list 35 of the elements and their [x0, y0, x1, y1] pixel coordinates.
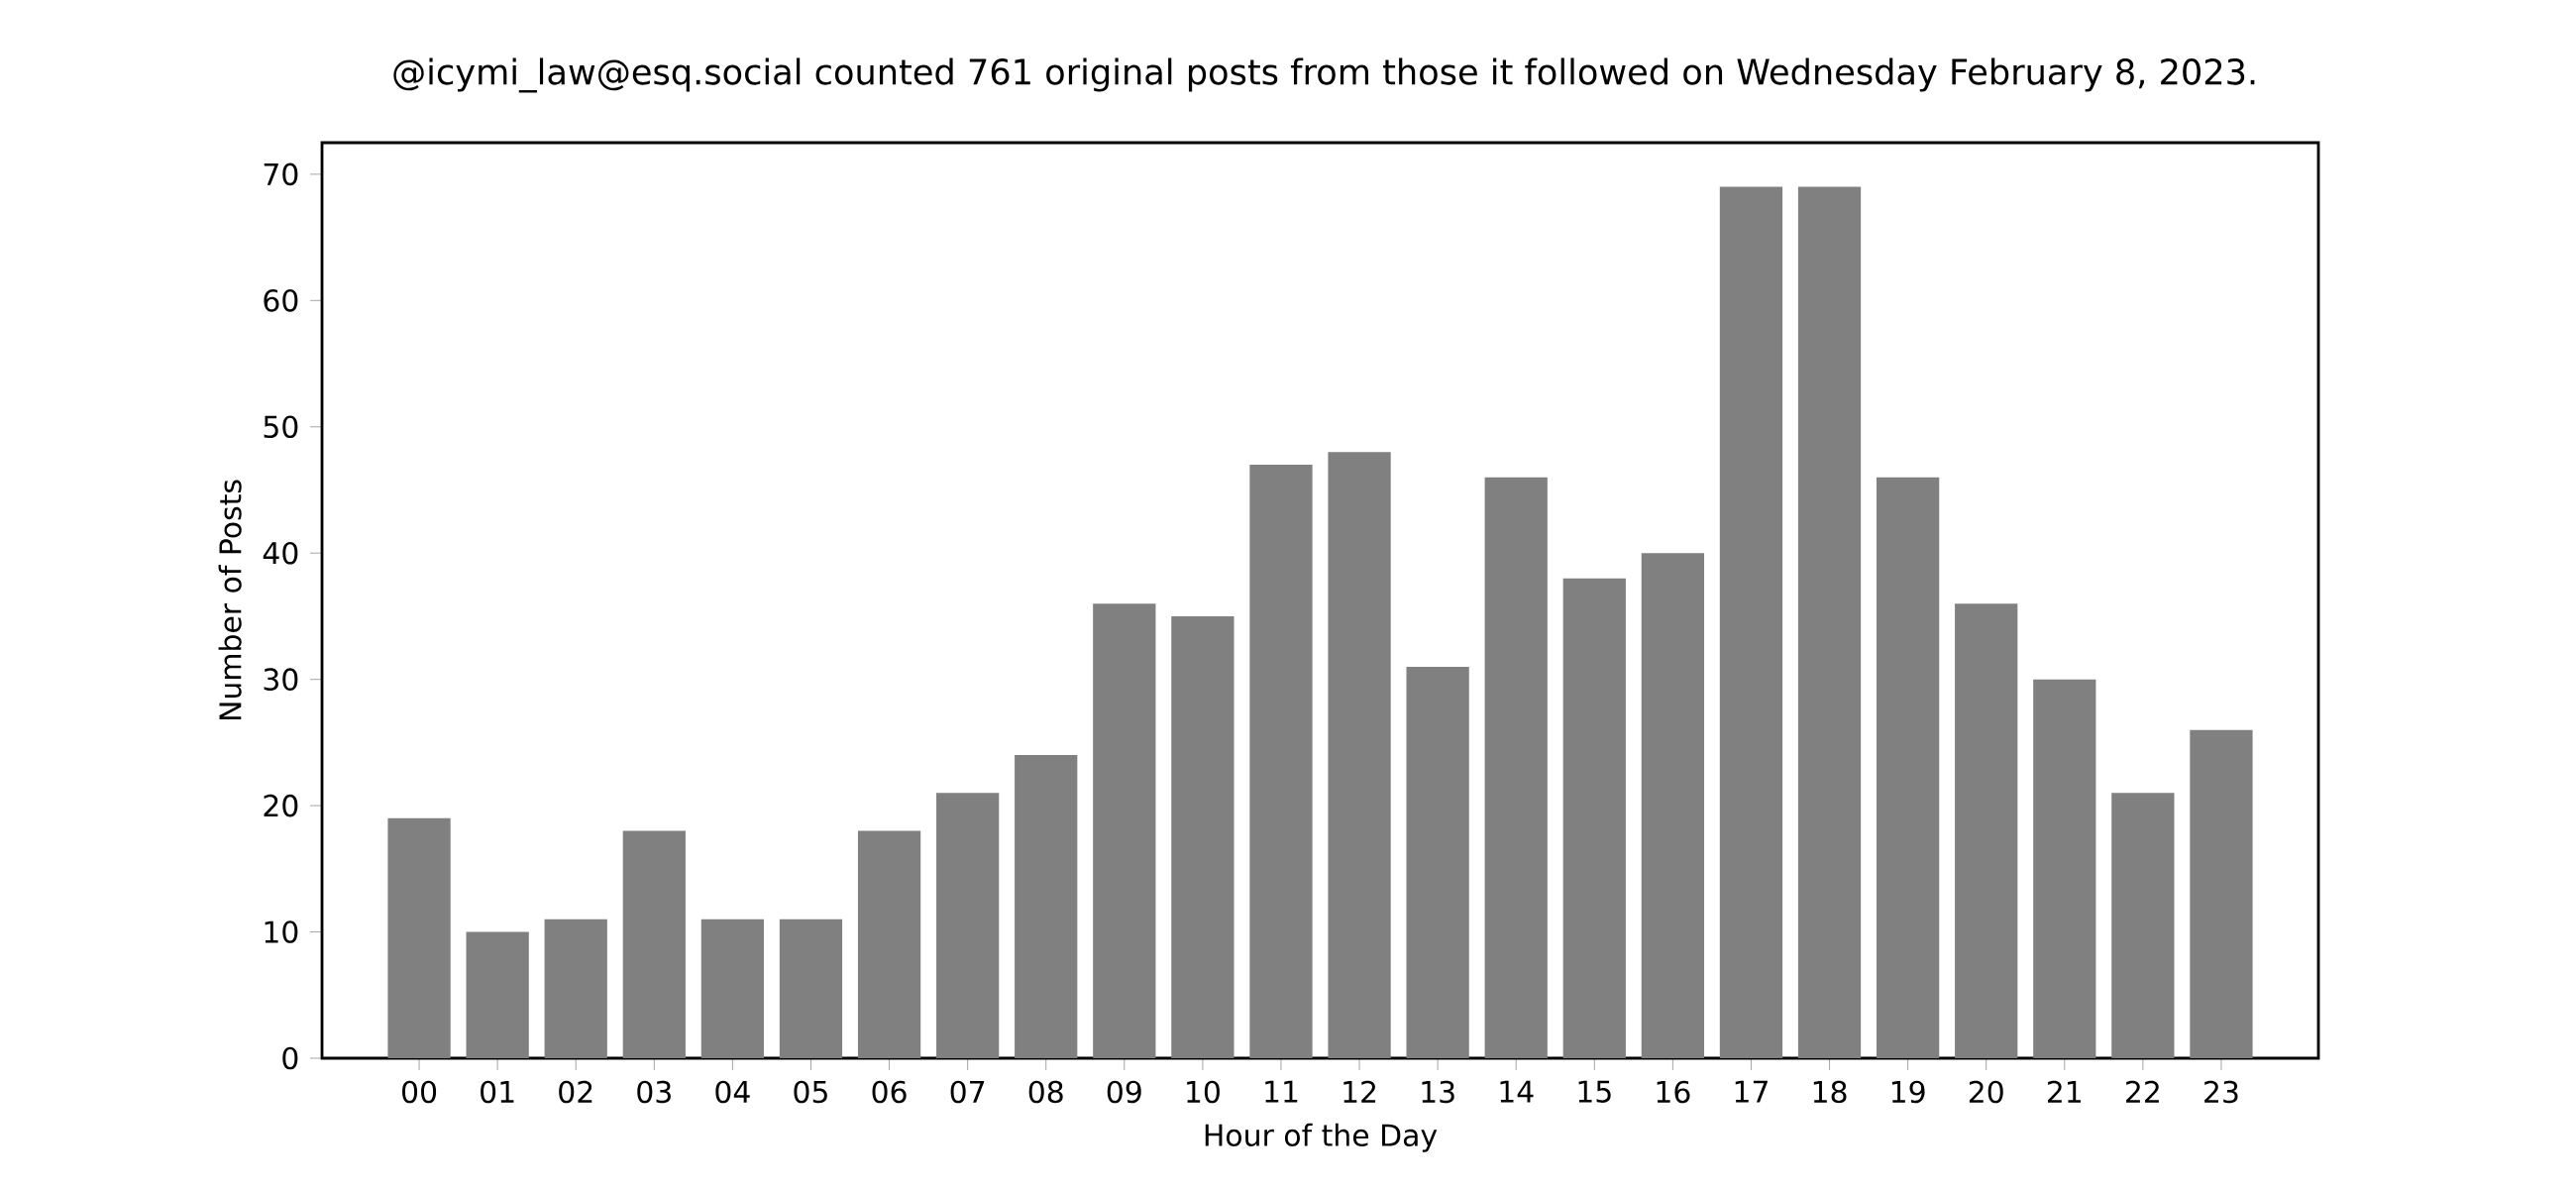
x-tick-label: 10 — [1187, 1080, 1220, 1104]
x-tick-label: 22 — [2126, 1080, 2159, 1103]
x-tick-label: 05 — [794, 1080, 827, 1104]
y-tick-label: 50 — [264, 415, 298, 439]
y-axis-title: Number of Posts — [218, 480, 242, 720]
x-tick-label: 16 — [1657, 1080, 1690, 1104]
y-tick-label: 20 — [264, 794, 298, 817]
x-tick-label: 07 — [950, 1080, 985, 1104]
y-tick-label: 60 — [264, 289, 298, 312]
x-tick-label: 19 — [1891, 1080, 1925, 1104]
chart-title: @icymi_law@esq.social counted 761 original posts from those it followed on Wednesday February 8, 2023. — [393, 57, 2255, 93]
x-tick-label: 09 — [1107, 1080, 1141, 1104]
y-tick-label: 10 — [265, 920, 298, 943]
y-tick-label: 70 — [264, 162, 298, 186]
x-tick-label: 14 — [1500, 1080, 1534, 1103]
x-tick-label: 21 — [2047, 1080, 2082, 1103]
x-tick-label: 00 — [402, 1080, 437, 1104]
x-tick-label: 23 — [2204, 1080, 2238, 1104]
x-tick-label: 12 — [1343, 1080, 1376, 1103]
y-tick-label: 40 — [263, 541, 298, 565]
x-tick-label: 13 — [1422, 1080, 1454, 1104]
x-tick-label: 18 — [1813, 1080, 1847, 1104]
x-tick-label: 06 — [872, 1080, 907, 1104]
x-tick-label: 02 — [559, 1080, 592, 1104]
y-tick-label: 30 — [264, 668, 298, 691]
y-tick-label: 0 — [282, 1046, 298, 1070]
x-tick-label: 03 — [637, 1080, 671, 1104]
x-tick-label: 01 — [481, 1080, 514, 1104]
x-tick-label: 20 — [1969, 1080, 2003, 1104]
x-tick-label: 15 — [1578, 1080, 1611, 1103]
x-tick-label: 17 — [1735, 1080, 1768, 1103]
x-tick-label: 11 — [1265, 1080, 1298, 1103]
x-tick-label: 08 — [1028, 1080, 1063, 1104]
x-tick-label: 04 — [715, 1080, 750, 1104]
x-axis-title: Hour of the Day — [1205, 1123, 1438, 1152]
